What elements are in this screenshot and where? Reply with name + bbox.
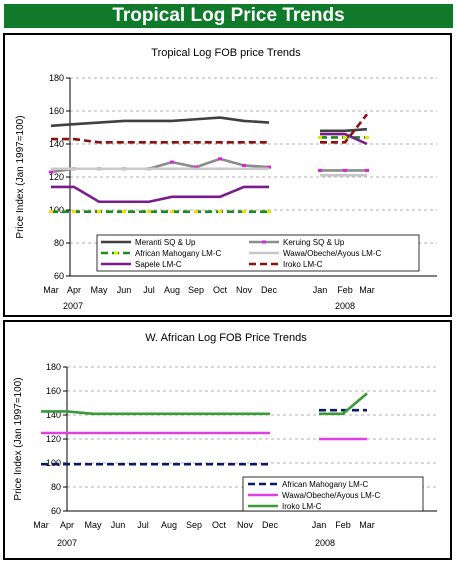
series-line-2008 xyxy=(319,392,368,416)
legend-label: Sapele LM-C xyxy=(135,260,182,269)
legend-label: Wawa/Obeche/Ayous LM-C xyxy=(283,249,381,258)
series-point xyxy=(218,157,222,161)
y-tick-label: 180 xyxy=(46,362,61,372)
x-tick-label: Oct xyxy=(212,520,227,530)
year-label: 2007 xyxy=(63,301,83,311)
series-point xyxy=(267,210,271,214)
x-tick-label: Feb xyxy=(335,520,351,530)
y-axis-title: Price Index (Jan 1997=100) xyxy=(13,377,24,500)
year-label: 2008 xyxy=(335,301,355,311)
y-tick-label: 60 xyxy=(51,506,61,516)
x-tick-label: Jan xyxy=(312,520,327,530)
chart-panel-tropical: Tropical Log FOB price Trends Price Index… xyxy=(3,33,452,317)
y-tick-label: 120 xyxy=(46,434,61,444)
series-point xyxy=(72,210,76,214)
series-point xyxy=(343,135,347,139)
x-tick-label: Dec xyxy=(261,285,278,295)
series-line-2008 xyxy=(320,132,368,146)
series-line-2008 xyxy=(320,113,369,144)
chart-title: W. African Log FOB Price Trends xyxy=(145,332,307,344)
series-line-2008 xyxy=(320,127,368,133)
x-tick-label: Nov xyxy=(236,285,253,295)
y-tick-label: 140 xyxy=(46,410,61,420)
x-tick-label: Apr xyxy=(67,285,81,295)
x-tick-label: Nov xyxy=(237,520,254,530)
legend-label: Meranti SQ & Up xyxy=(135,238,196,247)
chart-panel-west-african: W. African Log FOB Price Trends Price Ind… xyxy=(3,320,452,560)
year-label: 2008 xyxy=(315,538,335,548)
series-line-2007 xyxy=(51,185,269,204)
y-tick-label: 160 xyxy=(46,386,61,396)
series-point xyxy=(194,165,198,169)
x-tick-label: Oct xyxy=(213,285,228,295)
legend-label: Iroko LM-C xyxy=(283,260,323,269)
series-point xyxy=(49,170,53,174)
chart-title: Tropical Log FOB price Trends xyxy=(151,47,301,59)
series-line-2007 xyxy=(50,116,270,128)
legend-label: Iroko LM-C xyxy=(282,502,322,511)
y-tick-label: 80 xyxy=(51,482,61,492)
y-tick-label: 120 xyxy=(49,172,64,182)
x-tick-label: Sep xyxy=(188,285,204,295)
series-point xyxy=(147,210,151,214)
series-point xyxy=(218,210,222,214)
series-line-2007 xyxy=(41,410,270,416)
series-point xyxy=(318,135,322,139)
legend-marker xyxy=(114,251,118,255)
x-tick-label: Mar xyxy=(33,520,49,530)
legend-label: Keruing SQ & Up xyxy=(283,238,345,247)
west-african-log-chart: W. African Log FOB Price Trends Price Ind… xyxy=(13,332,437,548)
series-point xyxy=(365,135,369,139)
series-point xyxy=(242,210,246,214)
series-point xyxy=(170,210,174,214)
legend-label: African Mahogany LM-C xyxy=(282,480,368,489)
series-point xyxy=(122,210,126,214)
legend-label: Wawa/Obeche/Ayous LM-C xyxy=(282,491,380,500)
series-line-2007 xyxy=(51,137,269,144)
x-tick-label: Feb xyxy=(337,285,353,295)
banner-title: Tropical Log Price Trends xyxy=(112,5,345,26)
x-tick-label: Aug xyxy=(161,520,177,530)
legend-label: African Mahogany LM-C xyxy=(135,249,221,258)
y-tick-label: 100 xyxy=(49,205,64,215)
tropical-log-chart: Tropical Log FOB price Trends Price Index… xyxy=(15,47,437,311)
x-tick-label: Jan xyxy=(313,285,328,295)
y-axis-title: Price Index (Jan 1997=100) xyxy=(15,115,26,238)
x-tick-label: Mar xyxy=(359,285,375,295)
x-tick-label: Mar xyxy=(43,285,59,295)
year-label: 2007 xyxy=(57,538,77,548)
x-tick-label: Jul xyxy=(137,520,149,530)
series-line-2007 xyxy=(50,157,270,174)
x-tick-label: May xyxy=(90,285,108,295)
page-banner: Tropical Log Price Trends xyxy=(4,4,453,28)
series-point xyxy=(170,160,174,164)
x-tick-label: Apr xyxy=(60,520,74,530)
series-point xyxy=(194,210,198,214)
x-tick-label: Jul xyxy=(143,285,155,295)
y-tick-label: 140 xyxy=(49,139,64,149)
y-tick-label: 160 xyxy=(49,106,64,116)
series-point xyxy=(318,168,322,172)
y-tick-label: 180 xyxy=(49,73,64,83)
series-point xyxy=(97,210,101,214)
y-tick-label: 80 xyxy=(54,238,64,248)
series-point xyxy=(49,210,53,214)
legend-marker xyxy=(262,240,266,244)
series-point xyxy=(365,168,369,172)
x-tick-label: Dec xyxy=(262,520,279,530)
series-point xyxy=(242,163,246,167)
x-tick-label: Sep xyxy=(186,520,202,530)
x-tick-label: Aug xyxy=(164,285,180,295)
series-point xyxy=(343,168,347,172)
y-tick-label: 60 xyxy=(54,271,64,281)
x-tick-label: May xyxy=(84,520,102,530)
series-point xyxy=(267,165,271,169)
x-tick-label: Mar xyxy=(359,520,375,530)
x-tick-label: Jun xyxy=(117,285,132,295)
x-tick-label: Jun xyxy=(111,520,126,530)
